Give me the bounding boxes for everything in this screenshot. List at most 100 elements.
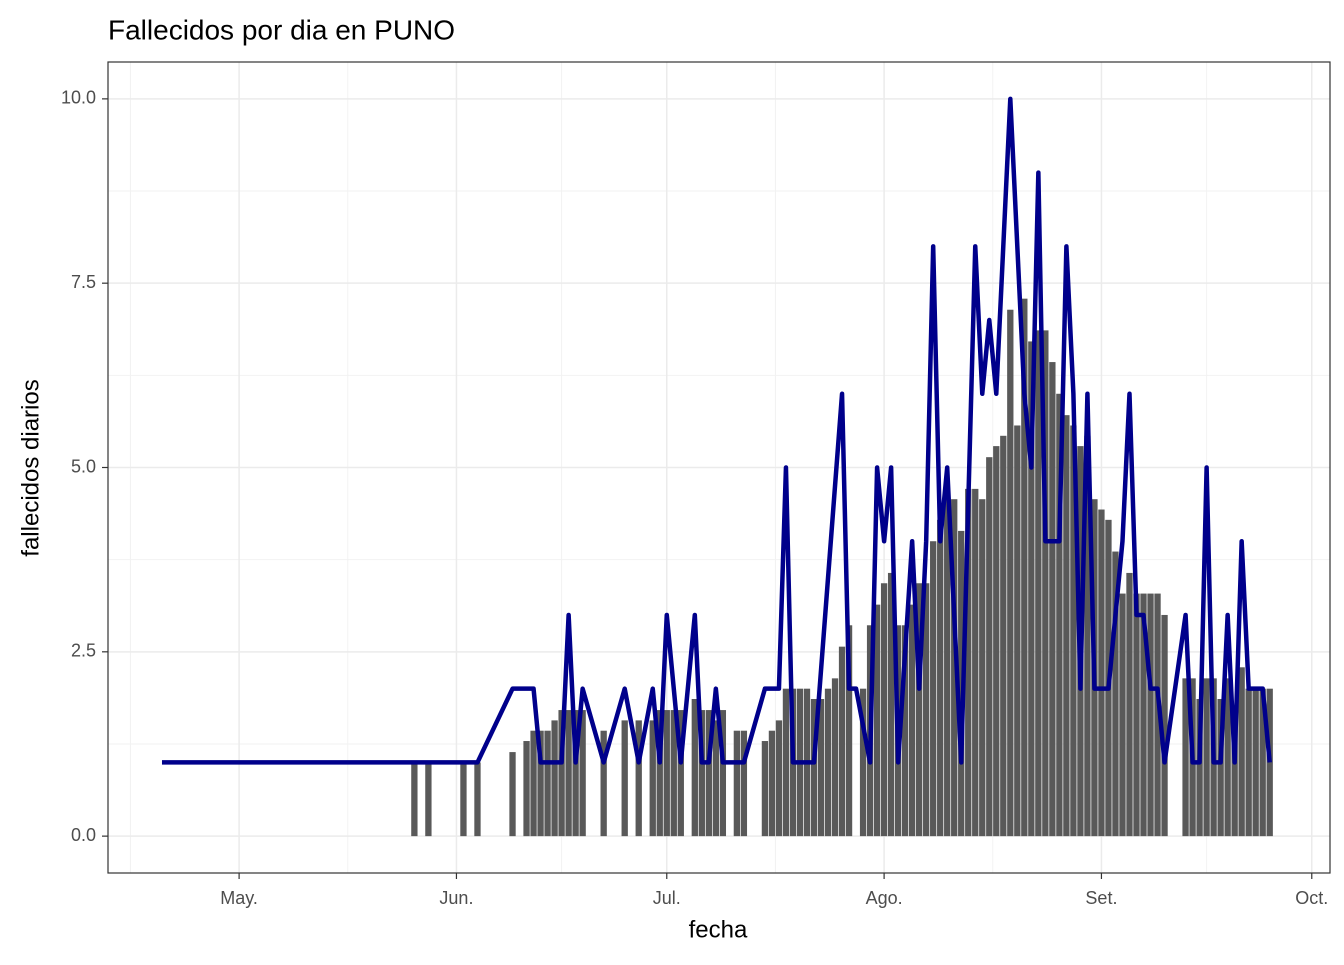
x-tick-label: Jul. [653,888,681,908]
bar [600,730,607,837]
bar [1035,330,1042,837]
bar [1147,593,1154,837]
bar [817,699,825,837]
bar [1021,298,1028,837]
bar [579,710,586,837]
bar [782,688,790,837]
y-tick-label: 10.0 [61,88,96,108]
bar [411,762,418,837]
bar [691,699,698,837]
bar [838,646,846,837]
bar [733,730,741,837]
bar [1259,688,1266,837]
bar [544,730,551,837]
bar [537,730,544,837]
panel-border [107,61,1331,874]
bar [719,710,727,837]
bar [740,730,748,837]
line [161,96,1272,765]
x-tick-label: Jun. [439,888,473,908]
bar [916,583,923,837]
bar [965,488,972,837]
bar [873,604,881,837]
bar [1245,688,1252,837]
bar [1182,678,1189,837]
bar [1119,593,1126,837]
bar [944,499,951,837]
bar [908,604,916,837]
x-tick-label: Oct. [1295,888,1328,908]
bar [649,720,656,837]
bar [937,519,944,837]
bar [1196,699,1203,837]
bar [1140,593,1147,837]
y-tick-label: 7.5 [71,272,96,292]
bar [1042,330,1049,837]
bar [880,583,888,837]
bar [761,741,769,837]
bar [677,710,684,837]
bar [712,720,719,837]
bar [1098,509,1105,837]
bar [1070,425,1077,837]
bar [705,710,712,837]
bar [509,752,516,837]
x-tick-label: May. [220,888,258,908]
bar [887,572,895,837]
bar [565,710,572,837]
bar [845,625,853,837]
bar [572,710,579,837]
bar [859,688,867,837]
bar [530,730,537,837]
bar [1084,435,1091,837]
bar [523,741,530,837]
bar [986,457,993,837]
bar [551,720,558,837]
bar [1007,309,1014,837]
bar [979,499,986,837]
y-tick-label: 5.0 [71,456,96,476]
bar [930,541,937,837]
chart-title: Fallecidos por dia en PUNO [108,14,455,45]
x-tick-label: Ago. [866,888,903,908]
bar [831,678,839,837]
bar [1112,551,1119,837]
bar [1252,688,1259,837]
bar [474,762,481,837]
bar [901,625,909,837]
bar [558,710,565,837]
y-axis-label: fallecidos diarios [17,379,44,556]
bar [1161,614,1168,837]
bar [1028,341,1035,837]
y-tick-label: 0.0 [71,825,96,845]
bar [768,730,776,837]
bar [1000,435,1007,837]
bar [972,488,979,837]
bar [1056,393,1063,837]
bar [923,583,930,837]
bar [1154,593,1161,837]
x-axis-label: fecha [689,916,748,943]
bar [663,710,670,837]
x-tick-label: Set. [1085,888,1117,908]
bar [670,710,677,837]
bar [1063,415,1070,837]
bar [425,762,432,837]
bar [775,720,783,837]
bar [1133,593,1140,837]
bar [951,499,958,837]
bar [1217,699,1224,837]
bar [1014,425,1021,837]
bar [621,720,628,837]
bar [698,710,705,837]
bar [1238,667,1245,837]
bar [993,446,1000,837]
bar [810,699,818,837]
bar [460,762,467,837]
bar [1224,678,1231,837]
bar [824,688,832,837]
bar [1126,572,1133,837]
bar [1231,720,1238,837]
